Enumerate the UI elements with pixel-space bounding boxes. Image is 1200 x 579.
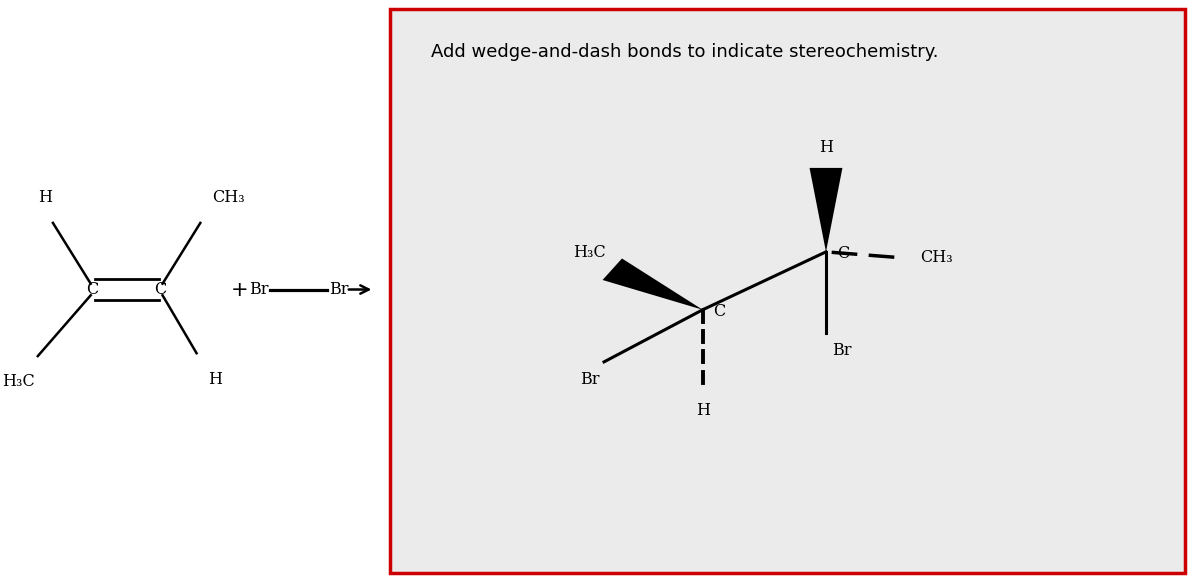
Text: C: C	[713, 303, 726, 320]
Text: Br: Br	[581, 371, 600, 387]
Text: H: H	[38, 189, 53, 206]
Text: H: H	[208, 371, 222, 387]
Text: CH₃: CH₃	[211, 189, 245, 206]
Text: +: +	[232, 280, 248, 299]
Text: H: H	[818, 140, 833, 156]
Text: C: C	[836, 245, 848, 262]
Text: Br: Br	[833, 342, 852, 358]
Text: H₃C: H₃C	[572, 244, 606, 261]
Text: H: H	[696, 402, 709, 419]
Text: C: C	[155, 281, 167, 298]
Text: C: C	[86, 281, 98, 298]
Polygon shape	[810, 168, 842, 252]
Text: Br: Br	[329, 281, 348, 298]
Polygon shape	[602, 258, 703, 310]
Text: Add wedge-and-dash bonds to indicate stereochemistry.: Add wedge-and-dash bonds to indicate ste…	[432, 43, 938, 61]
Text: H₃C: H₃C	[2, 373, 35, 390]
Text: Br: Br	[248, 281, 269, 298]
Text: CH₃: CH₃	[920, 249, 953, 266]
